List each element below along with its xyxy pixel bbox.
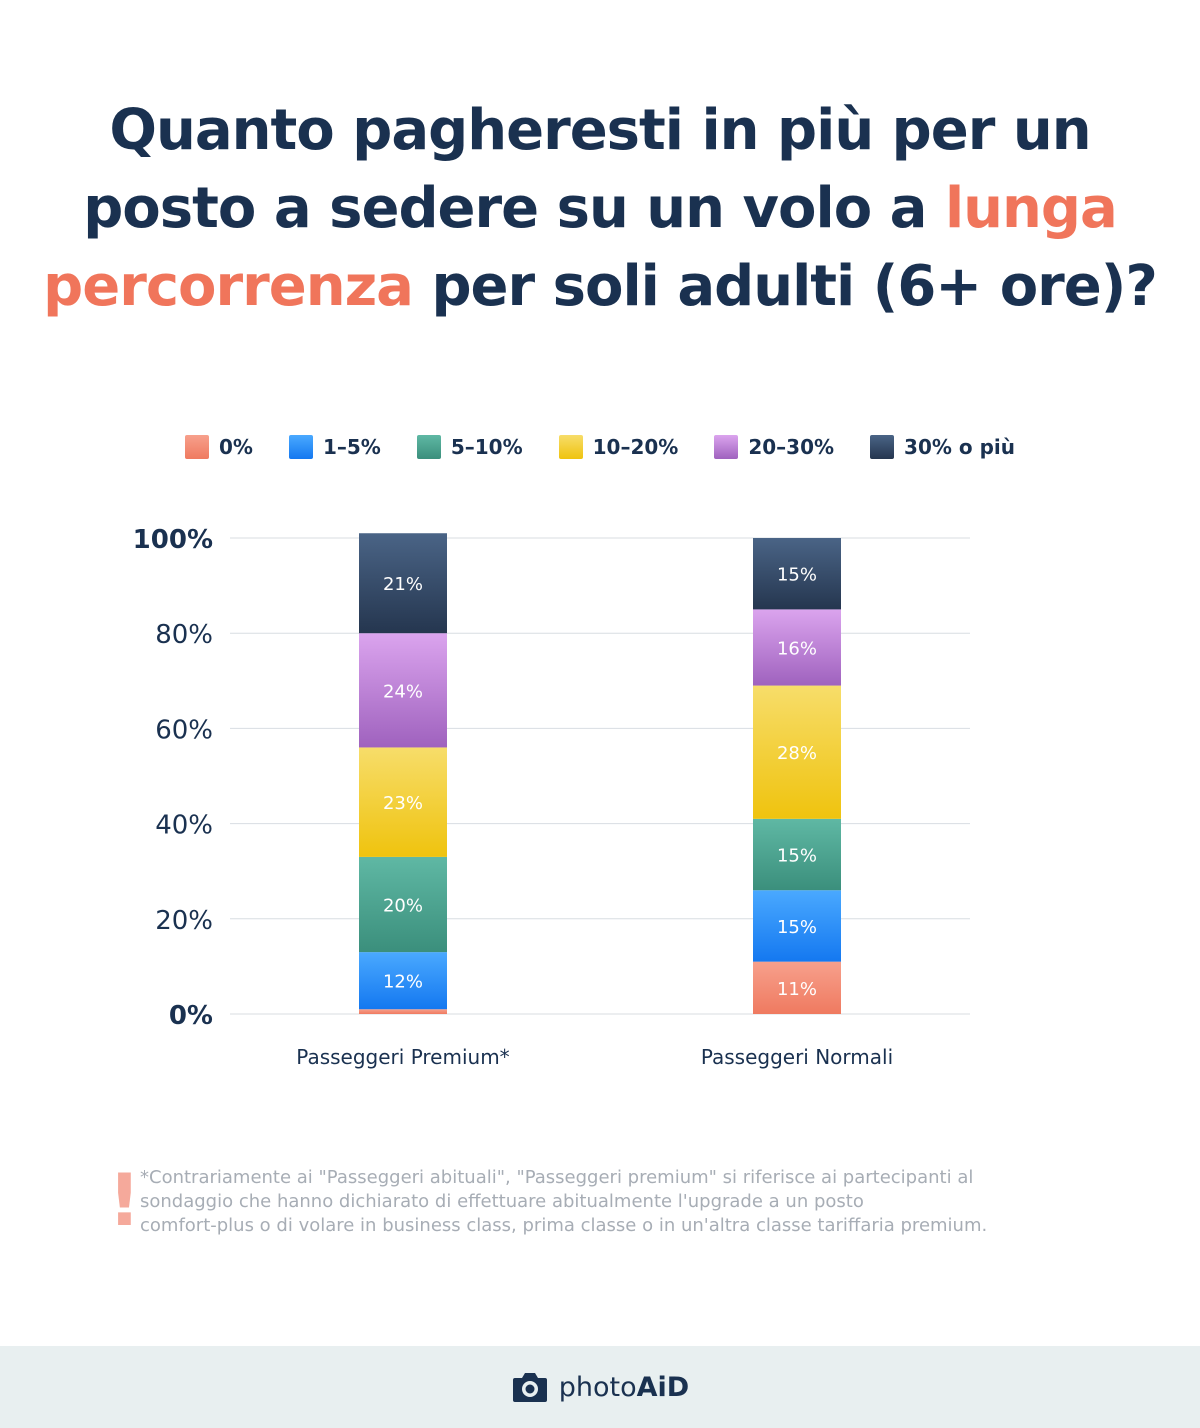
- legend-label: 20–30%: [748, 435, 835, 459]
- legend-item: 1–5%: [288, 435, 381, 459]
- chart-title: Quanto pagheresti in più per un posto a …: [0, 92, 1200, 326]
- legend-swatch: [416, 435, 441, 459]
- data-label: 15%: [777, 846, 817, 867]
- x-tick-label: Passeggeri Normali: [701, 1045, 893, 1069]
- stacked-bar-chart: 0% 20% 40% 60% 80% 100% 12% 20% 23% 24% 21% 11% 15%…: [133, 525, 970, 1069]
- bars: 12% 20% 23% 24% 21% 11% 15% 15% 28% 16% 15%: [359, 533, 841, 1014]
- title-highlight-lunga: lunga: [944, 176, 1118, 241]
- bar-segment: [359, 952, 447, 1010]
- footnote-line-2: sondaggio che hanno dichiarato di effett…: [140, 1191, 864, 1212]
- data-label: 28%: [777, 743, 817, 764]
- camera-icon: [512, 1373, 547, 1402]
- footer: photoAiD: [0, 1346, 1200, 1428]
- data-label: 24%: [383, 681, 423, 702]
- data-label: 20%: [383, 896, 423, 917]
- footnote-text: *Contrariamente ai "Passeggeri abituali"…: [140, 1166, 987, 1238]
- title-line-2: posto a sedere su un volo a lunga: [0, 170, 1200, 248]
- x-axis-labels: Passeggeri Premium* Passeggeri Normali: [296, 1045, 893, 1069]
- title-line-2-text: posto a sedere su un volo a: [83, 176, 945, 241]
- bar-segment: [359, 747, 447, 857]
- data-label: 12%: [383, 972, 423, 993]
- title-line-3: percorrenza per soli adulti (6+ ore)?: [0, 248, 1200, 326]
- y-tick-label: 60%: [155, 715, 213, 745]
- exclamation-icon: !: [108, 1158, 141, 1242]
- title-highlight-percorrenza: percorrenza: [43, 254, 414, 319]
- legend-label: 5–10%: [450, 435, 523, 459]
- data-label: 11%: [777, 979, 817, 1000]
- footnote: ! *Contrariamente ai "Passeggeri abitual…: [108, 1158, 1108, 1242]
- y-tick-label: 40%: [155, 811, 213, 841]
- legend-item: 5–10%: [416, 435, 523, 459]
- grid-lines: [230, 537, 970, 1015]
- legend-swatch: [558, 435, 583, 459]
- footnote-line-3: comfort-plus o di volare in business cla…: [140, 1215, 988, 1236]
- legend-item: 0%: [185, 435, 253, 459]
- bar-segment: [753, 961, 841, 1014]
- title-line-1: Quanto pagheresti in più per un: [109, 98, 1091, 163]
- data-label: 23%: [383, 793, 423, 814]
- x-tick-label: Passeggeri Premium*: [296, 1045, 509, 1069]
- data-label: 16%: [777, 638, 817, 659]
- legend-label: 1–5%: [322, 435, 381, 459]
- bar-segment: [753, 685, 841, 819]
- y-tick-label: 0%: [169, 1001, 213, 1031]
- data-label: 15%: [777, 917, 817, 938]
- legend-item: 30% o più: [870, 435, 1015, 459]
- data-label: 15%: [777, 565, 817, 586]
- legend-item: 10–20%: [558, 435, 679, 459]
- brand-logo: photoAiD: [559, 1372, 689, 1403]
- y-tick-label: 80%: [155, 620, 213, 650]
- legend: 0% 1–5% 5–10% 10–20% 20–30% 30% o più: [0, 430, 1200, 464]
- legend-swatch: [870, 435, 895, 459]
- legend-swatch: [714, 435, 739, 459]
- bar-segment: [359, 856, 447, 953]
- bar-segment: [359, 1009, 447, 1014]
- bar-segment: [359, 533, 447, 634]
- legend-label: 0%: [219, 435, 253, 459]
- legend-label: 30% o più: [904, 435, 1015, 459]
- legend-swatch: [288, 435, 313, 459]
- bar-segment: [753, 818, 841, 891]
- y-tick-label: 20%: [155, 906, 213, 936]
- bar-segment: [753, 890, 841, 962]
- brand-bold: AiD: [636, 1371, 690, 1403]
- bar-segment: [753, 538, 841, 610]
- footnote-line-1: *Contrariamente ai "Passeggeri abituali"…: [140, 1167, 974, 1188]
- title-line-3-text: per soli adulti (6+ ore)?: [412, 254, 1157, 319]
- legend-swatch: [185, 435, 209, 459]
- legend-item: 20–30%: [714, 435, 834, 459]
- legend-label: 10–20%: [592, 435, 679, 459]
- y-tick-label: 100%: [133, 525, 213, 555]
- y-axis-ticks: 0% 20% 40% 60% 80% 100%: [133, 525, 213, 1031]
- data-label: 21%: [383, 574, 423, 595]
- bar-segment: [359, 633, 447, 748]
- bar-segment: [753, 609, 841, 686]
- brand-light: photo: [558, 1371, 637, 1403]
